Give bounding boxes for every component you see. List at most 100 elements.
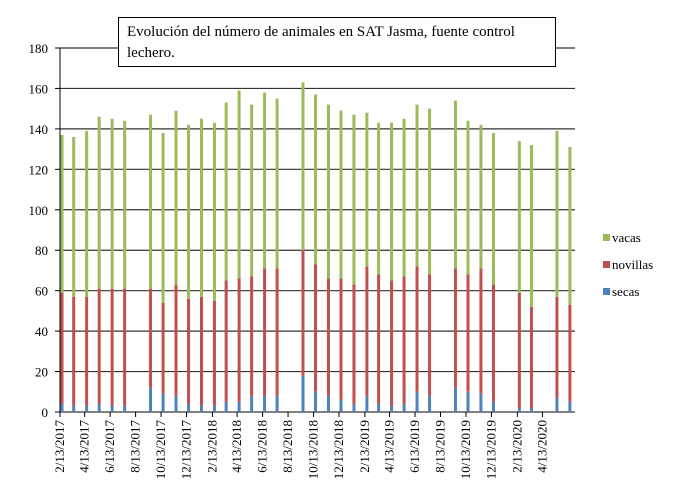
x-tick-label: 4/13/2018 (229, 420, 244, 473)
bar-segment (224, 280, 228, 402)
bar-segment (517, 141, 521, 293)
x-tick-label: 12/13/2019 (483, 420, 498, 479)
bar-segment (390, 122, 394, 281)
bar-segment (365, 112, 369, 267)
bar-segment (60, 134, 64, 293)
bar-segment (60, 292, 64, 404)
bar-segment (161, 393, 165, 412)
x-tick-label: 2/13/2017 (52, 420, 67, 473)
y-tick-label: 40 (35, 324, 48, 339)
bar-segment (390, 280, 394, 406)
y-tick-label: 20 (35, 365, 48, 380)
bar-segment (555, 397, 559, 412)
bar-segment (479, 393, 483, 412)
legend-swatch (603, 234, 610, 241)
x-tick-label: 10/13/2017 (153, 420, 168, 480)
bar-segment (275, 98, 279, 269)
x-tick-label: 10/13/2018 (306, 420, 321, 479)
bar-segment (149, 288, 153, 388)
bar-segment (301, 375, 305, 412)
bar-segment (415, 104, 419, 267)
bar-segment (466, 274, 470, 392)
bar-segment (275, 268, 279, 396)
bar-segment (250, 276, 254, 396)
bar-segment (174, 395, 178, 412)
legend-label: vacas (612, 230, 641, 245)
x-tick-label: 12/13/2018 (331, 420, 346, 479)
bar-segment (517, 407, 521, 412)
x-tick-label: 6/13/2017 (102, 420, 117, 473)
bar-segment (237, 401, 241, 412)
bar-segment (97, 403, 101, 412)
bar-segment (402, 118, 406, 277)
bar-segment (123, 288, 127, 406)
bar-segment (174, 110, 178, 285)
bar-segment (377, 122, 381, 275)
bar-segment (428, 108, 432, 275)
bar-segment (212, 300, 216, 406)
bar-segment (479, 124, 483, 269)
bar-segment (110, 118, 114, 289)
bar-segment (491, 401, 495, 412)
bar-segment (212, 405, 216, 412)
bar-segment (263, 268, 267, 396)
bar-segment (326, 395, 330, 412)
bar-segment (415, 266, 419, 392)
bar-segment (377, 274, 381, 404)
bar-segment (314, 264, 318, 392)
bar-segment (402, 403, 406, 412)
bar-segment (568, 304, 572, 402)
bar-segment (85, 130, 89, 297)
bar-segment (72, 136, 76, 297)
bar-segment (237, 278, 241, 402)
y-tick-label: 180 (29, 41, 49, 56)
bar-segment (365, 395, 369, 412)
bar-segment (390, 405, 394, 412)
bar-segment (352, 284, 356, 404)
bar-segment (415, 391, 419, 412)
bar-segment (97, 288, 101, 404)
legend-swatch (603, 261, 610, 268)
bar-segment (479, 268, 483, 394)
bar-segment (339, 399, 343, 412)
bar-segment (402, 276, 406, 404)
x-tick-label: 4/13/2019 (382, 420, 397, 473)
bar-segment (555, 130, 559, 297)
legend-label: novillas (612, 257, 653, 272)
bar-segment (326, 278, 330, 396)
bar-segment (250, 395, 254, 412)
bar-segment (97, 116, 101, 289)
bar-segment (491, 132, 495, 285)
bar-segment (72, 296, 76, 406)
bar-segment (568, 147, 572, 305)
x-tick-label: 2/13/2019 (357, 420, 372, 473)
bar-segment (224, 102, 228, 281)
x-tick-label: 4/13/2017 (77, 420, 92, 473)
bar-segment (110, 288, 114, 406)
bar-segment (263, 395, 267, 412)
bar-segment (72, 405, 76, 412)
bar-segment (174, 284, 178, 396)
bar-segment (326, 104, 330, 279)
y-tick-label: 120 (29, 162, 49, 177)
bar-segment (275, 395, 279, 412)
y-tick-label: 60 (35, 284, 48, 299)
bar-segment (339, 110, 343, 279)
y-tick-label: 140 (29, 122, 49, 137)
bar-segment (466, 120, 470, 275)
bar-segment (491, 284, 495, 402)
bar-segment (200, 405, 204, 412)
y-tick-label: 160 (29, 81, 49, 96)
bar-segment (428, 274, 432, 396)
bar-segment (453, 387, 457, 412)
bar-segment (85, 296, 89, 406)
bar-segment (187, 403, 191, 412)
bar-segment (149, 114, 153, 289)
bar-segment (161, 132, 165, 303)
x-tick-label: 12/13/2017 (179, 420, 194, 480)
x-tick-label: 8/13/2017 (128, 420, 143, 473)
bar-segment (237, 90, 241, 279)
bar-segment (263, 92, 267, 269)
